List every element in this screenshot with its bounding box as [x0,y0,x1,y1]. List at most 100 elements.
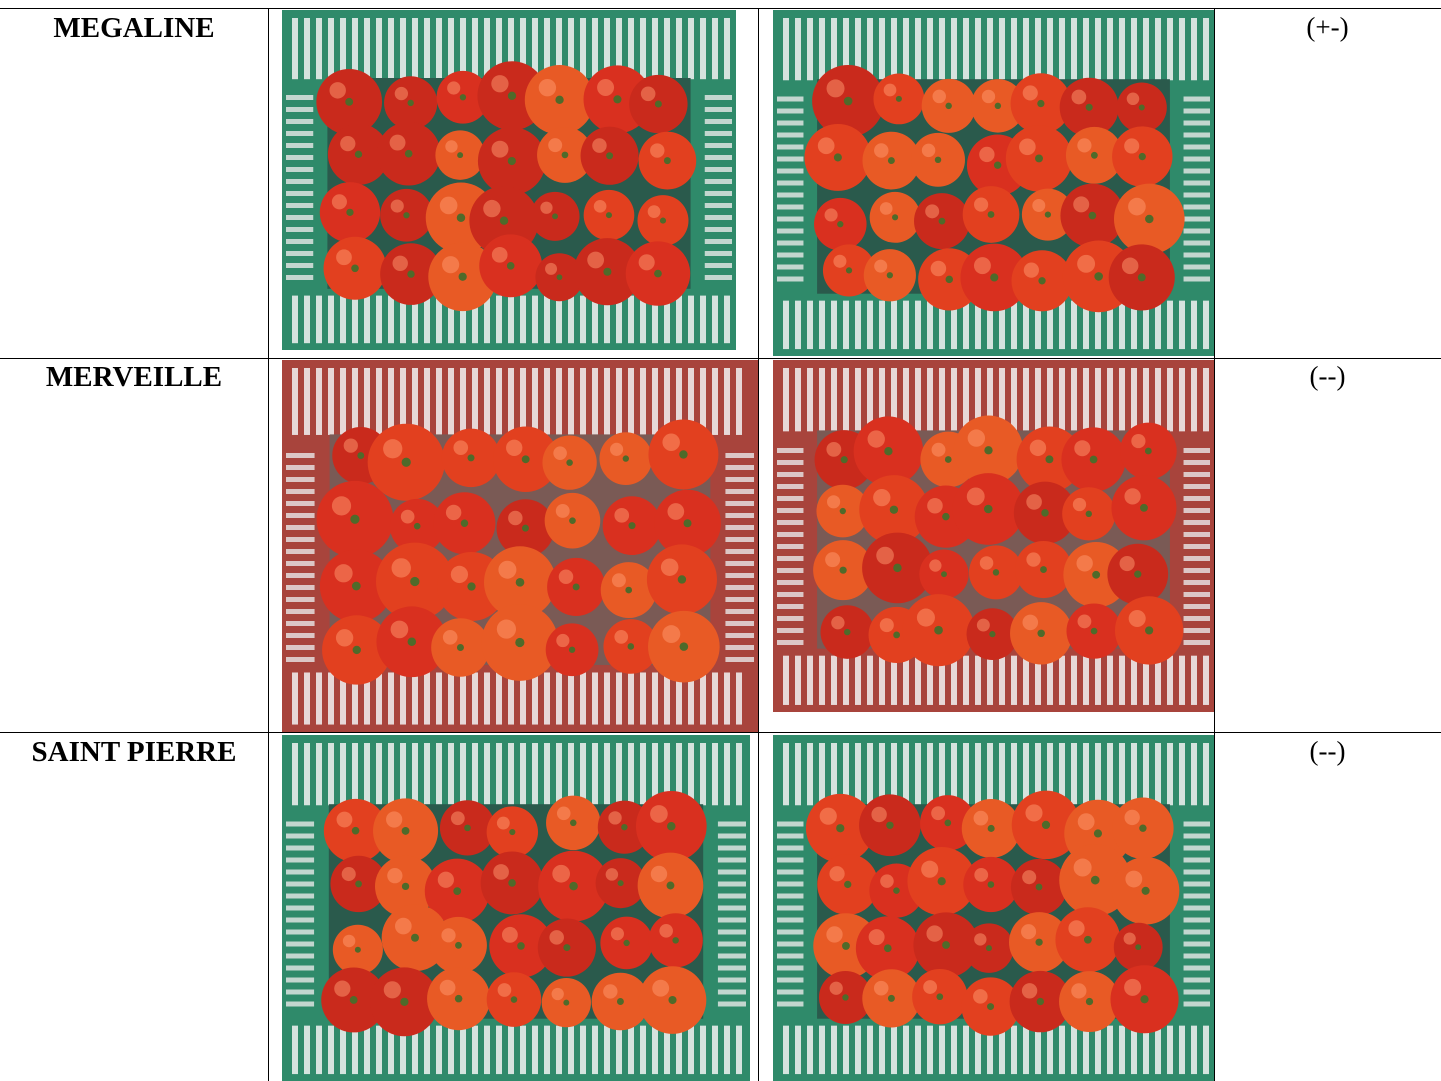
slat [1095,300,1101,350]
slat [1143,18,1149,81]
highlight [1032,199,1046,213]
slat [987,300,993,350]
slat [1083,300,1089,350]
slat [604,368,610,435]
slat [1183,977,1210,983]
stem [1035,154,1043,163]
slat [704,131,732,136]
highlight [667,503,685,520]
slat [484,18,490,80]
stem [987,1003,995,1011]
highlight [931,442,946,457]
slat [1183,120,1210,126]
slat [717,893,746,899]
slat [1143,743,1149,806]
slat [1059,1025,1065,1075]
slat [1131,300,1137,350]
slat [831,300,837,350]
stem [887,157,895,165]
slat [1183,276,1210,282]
highlight [662,433,680,451]
slat [1183,941,1210,947]
slat [286,155,314,160]
photo [282,735,750,1081]
slat [448,1025,454,1075]
slat [604,1025,610,1075]
slat [1107,1025,1113,1075]
slat [448,18,454,80]
slat [1059,743,1065,806]
highlight [439,979,456,996]
slat [286,881,315,887]
highlight [1022,614,1039,631]
stem [1036,997,1045,1006]
slat [1183,252,1210,258]
slat [352,1025,358,1075]
slat [424,672,430,725]
highlight [873,980,889,996]
slat [963,300,969,350]
slat [1023,743,1029,806]
slat [999,655,1005,705]
slat [286,465,315,470]
slat [777,108,804,114]
slat [1095,1025,1101,1075]
highlight [874,143,889,158]
highlight [879,618,894,633]
slat [915,368,921,432]
slat [304,672,310,725]
highlight [1124,809,1140,826]
slat [1183,604,1210,609]
slat [999,18,1005,81]
slat [628,672,634,725]
slat [520,1025,526,1075]
slat [628,18,634,80]
slat [736,743,742,806]
highlight [931,806,946,821]
stem [1090,875,1100,885]
slat [1035,18,1041,81]
slat [286,977,315,983]
slat [915,743,921,806]
stem [987,211,995,218]
stem [990,273,999,282]
slat [688,743,694,806]
slat [843,743,849,806]
slat [855,1025,861,1075]
slat [1179,743,1185,806]
stem [622,455,629,462]
slat [777,580,804,585]
highlight [1126,92,1140,106]
highlight [400,509,415,524]
slat [717,845,746,851]
highlight [336,249,352,266]
slat [286,179,314,184]
slat [1183,496,1210,501]
slat [1155,743,1161,806]
slat [1167,655,1173,705]
slat [352,672,358,725]
photo [282,360,758,732]
highlight [660,558,679,576]
stem [944,456,952,463]
slat [376,672,382,725]
stem [625,586,633,594]
slat [725,657,754,662]
slat [286,609,315,614]
highlight [662,625,681,644]
slat [975,18,981,81]
highlight [501,926,518,943]
highlight [614,630,629,644]
slat [1183,448,1210,453]
highlight [392,255,408,272]
stem [1083,935,1092,944]
highlight [1026,494,1042,510]
slat [1095,18,1101,81]
slat [364,295,370,344]
slat [807,1025,813,1075]
slat [286,869,315,875]
stem [987,881,995,888]
table-border [268,8,269,1081]
slat [700,18,706,80]
slat [867,655,873,705]
